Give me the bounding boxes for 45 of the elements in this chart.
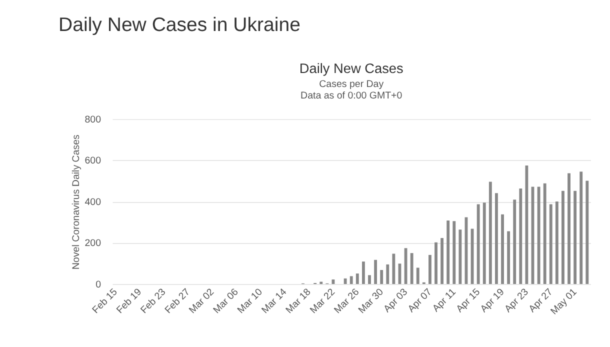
bar <box>344 278 347 284</box>
bar <box>501 214 504 284</box>
bar <box>476 204 480 284</box>
bar <box>549 204 552 284</box>
bar <box>525 165 528 284</box>
bar <box>416 268 420 284</box>
bar <box>568 173 570 284</box>
bar <box>362 262 365 284</box>
bar <box>488 182 492 284</box>
bar <box>586 180 589 284</box>
y-tick-label: 200 <box>84 238 102 250</box>
bar <box>320 282 323 284</box>
bar <box>392 254 396 284</box>
y-tick-label: 0 <box>96 279 102 290</box>
bar <box>537 186 540 284</box>
bar <box>543 183 546 284</box>
y-axis-title: Novel Coronavirus Daily Cases <box>70 134 82 270</box>
bar <box>562 190 564 284</box>
bar <box>452 221 456 284</box>
bar <box>380 270 384 284</box>
bar <box>386 264 390 284</box>
bar <box>482 202 486 284</box>
bar <box>410 253 414 284</box>
bar <box>368 275 371 284</box>
bar <box>513 200 516 284</box>
y-tick-label: 800 <box>84 114 102 126</box>
bar <box>519 188 522 284</box>
text: Daily New Cases in Ukraine <box>58 14 300 36</box>
chart-subtitle: Cases per Day Data as of 0:00 GMT+0 <box>300 78 403 102</box>
bar <box>458 230 462 284</box>
bar <box>507 231 510 284</box>
bar <box>580 172 583 284</box>
bar <box>440 238 444 284</box>
bar <box>434 242 438 284</box>
y-tick-label: 400 <box>84 196 102 208</box>
bar <box>356 273 359 284</box>
bar <box>446 220 450 284</box>
bar <box>374 260 378 284</box>
bar <box>555 202 558 284</box>
bar <box>428 254 432 284</box>
bar <box>350 276 353 284</box>
bar <box>574 190 577 284</box>
chart-title: Daily New Cases <box>299 61 404 76</box>
bar <box>495 193 498 284</box>
y-tick-label: 600 <box>84 156 102 167</box>
